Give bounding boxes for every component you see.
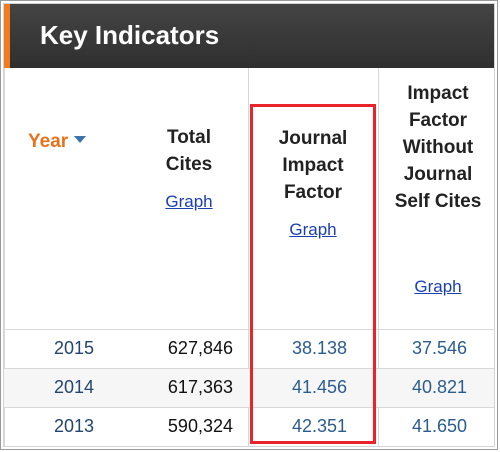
- jif-nsc-label-line5: Self Cites: [394, 191, 482, 212]
- year-cell: 2015: [54, 338, 95, 358]
- jif-nsc-label-line1: Impact: [407, 83, 469, 104]
- table-row: 2015 627,846 38.138 37.546: [4, 330, 494, 368]
- jif-without-self-cites-cell: 41.650: [412, 416, 468, 436]
- jif-without-self-cites-cell: 40.821: [412, 377, 468, 397]
- panel-body: Key Indicators Year Total Cites Graph Jo…: [3, 3, 495, 447]
- row-separator: [4, 368, 494, 369]
- jif-graph-link[interactable]: Graph: [289, 220, 337, 239]
- panel-header: Key Indicators: [4, 4, 494, 68]
- jif-cell: 41.456: [292, 377, 348, 397]
- jif-cell: 42.351: [292, 416, 348, 436]
- panel-title: Key Indicators: [40, 20, 220, 50]
- year-cell: 2013: [54, 416, 95, 436]
- total-cites-cell: 590,324: [167, 416, 233, 436]
- sort-down-icon[interactable]: [74, 136, 87, 144]
- total-cites-label-line1: Total: [167, 127, 211, 148]
- jif-column-header: Journal Impact Factor Graph: [256, 125, 370, 243]
- jif-without-self-cites-cell: 37.546: [412, 338, 468, 358]
- jif-without-self-cites-column-header: Impact Factor Without Journal Self Cites…: [380, 80, 494, 300]
- row-separator: [4, 407, 494, 408]
- column-divider: [4, 68, 5, 446]
- jif-label-line2: Impact: [282, 155, 344, 176]
- table-row: 2014 617,363 41.456 40.821: [4, 369, 494, 407]
- table-row: 2013 590,324 42.351 41.650: [4, 408, 494, 446]
- jif-label-line3: Factor: [283, 182, 343, 203]
- jif-cell: 38.138: [292, 338, 348, 358]
- jif-nsc-label-line3: Without: [402, 137, 474, 158]
- year-column-header[interactable]: Year: [28, 131, 87, 153]
- column-divider: [248, 68, 249, 446]
- total-cites-cell: 617,363: [167, 377, 233, 397]
- total-cites-cell: 627,846: [167, 338, 233, 358]
- year-header-label[interactable]: Year: [28, 131, 69, 152]
- jif-nsc-label-line2: Factor: [408, 110, 468, 131]
- column-divider: [378, 68, 379, 446]
- total-cites-column-header: Total Cites Graph: [144, 124, 234, 215]
- header-separator: [4, 329, 494, 330]
- jif-nsc-label-line4: Journal: [403, 164, 473, 185]
- year-cell: 2014: [54, 377, 95, 397]
- total-cites-label-line2: Cites: [165, 154, 213, 175]
- total-cites-graph-link[interactable]: Graph: [165, 192, 213, 211]
- jif-nsc-graph-link[interactable]: Graph: [414, 277, 462, 296]
- jif-label-line1: Journal: [278, 128, 348, 149]
